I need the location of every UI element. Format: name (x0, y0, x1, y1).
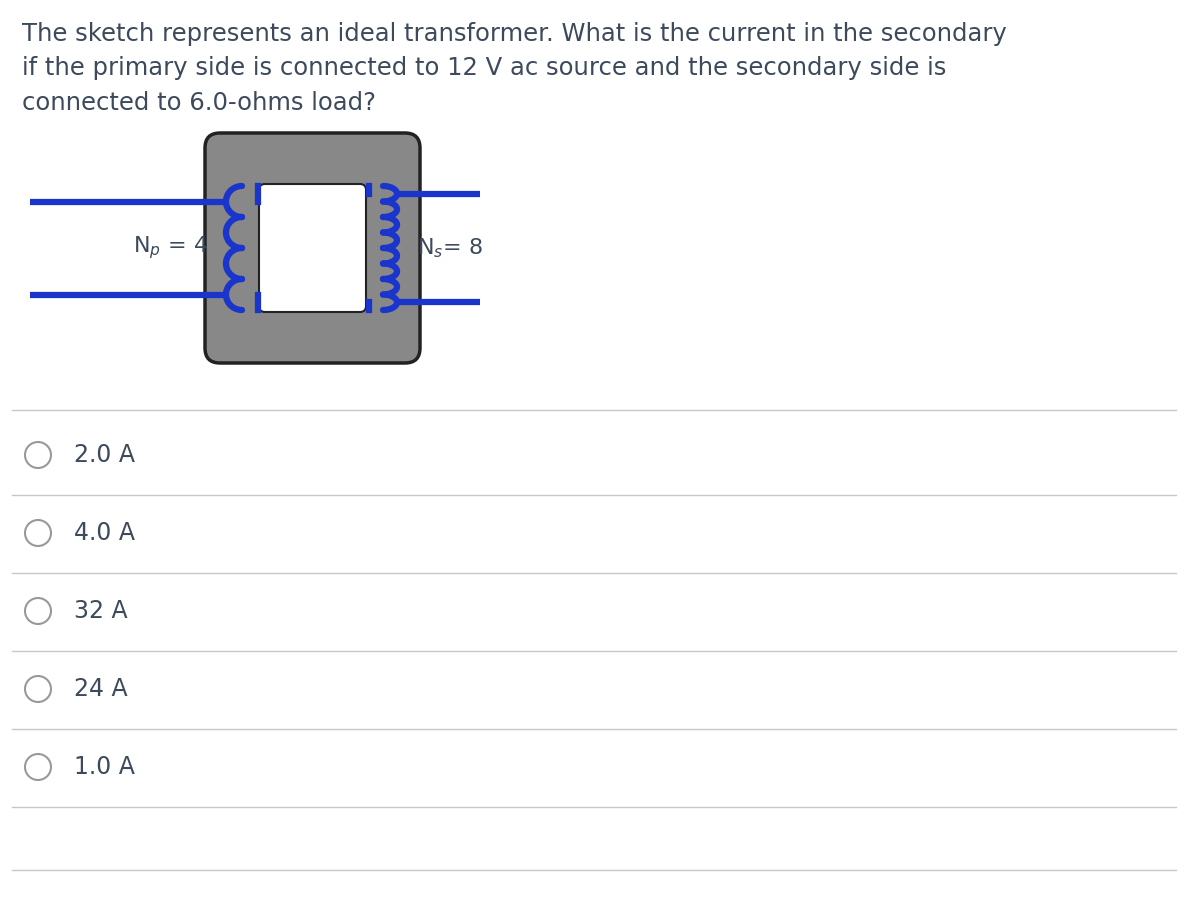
Text: 1.0 A: 1.0 A (74, 755, 135, 779)
FancyBboxPatch shape (259, 184, 366, 312)
Circle shape (25, 676, 51, 702)
Text: 32 A: 32 A (74, 599, 127, 623)
Text: N$_p$ = 4: N$_p$ = 4 (133, 235, 208, 262)
Text: 2.0 A: 2.0 A (74, 443, 135, 467)
Text: N$_s$= 8: N$_s$= 8 (417, 236, 482, 260)
Text: 4.0 A: 4.0 A (74, 521, 135, 545)
Circle shape (25, 754, 51, 780)
Circle shape (25, 598, 51, 624)
Circle shape (25, 520, 51, 546)
Text: The sketch represents an ideal transformer. What is the current in the secondary: The sketch represents an ideal transform… (23, 22, 1007, 115)
Circle shape (25, 442, 51, 468)
FancyBboxPatch shape (206, 133, 421, 363)
Text: 24 A: 24 A (74, 677, 127, 701)
